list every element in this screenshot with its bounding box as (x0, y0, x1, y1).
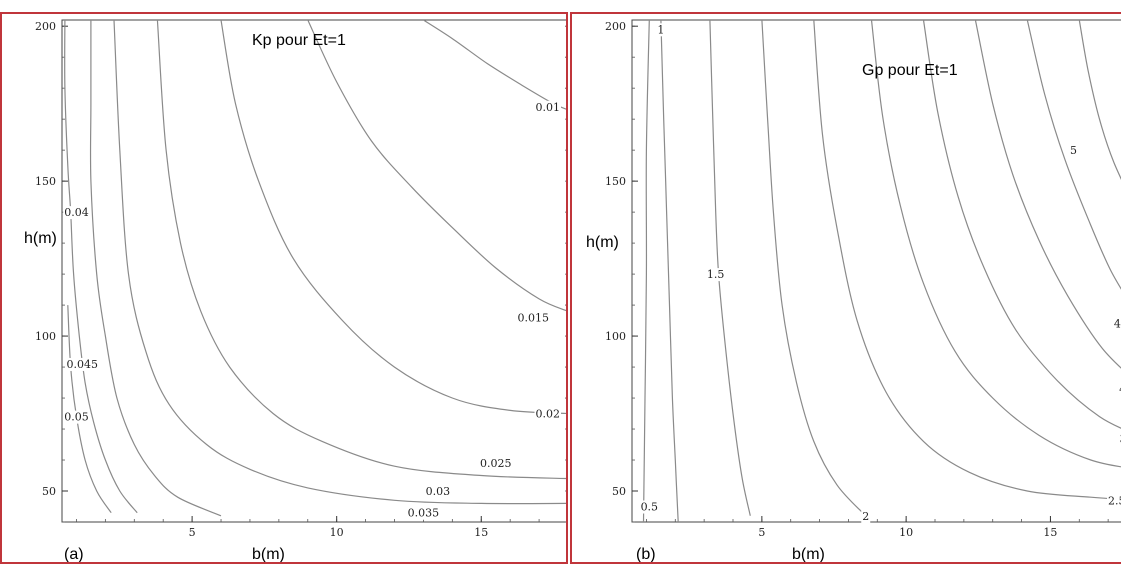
x-tick-label: 10 (899, 526, 913, 539)
contour-line (761, 20, 867, 517)
contour-label: 3.5 (1120, 432, 1121, 445)
contour-label-bg (861, 509, 871, 523)
contour-label-bg (63, 206, 90, 220)
contour-lines (642, 20, 1121, 522)
contour-label: 5 (1070, 144, 1077, 157)
contour-line (113, 20, 566, 505)
y-tick-label: 150 (605, 175, 626, 188)
plot-frame (61, 19, 566, 523)
contour-label-bg (534, 100, 562, 114)
panel-label: (a) (64, 546, 84, 563)
contour-label-bg (516, 311, 551, 325)
y-tick-label: 200 (605, 20, 626, 33)
contour-line (813, 20, 1121, 500)
contour-line (660, 20, 679, 522)
contour-label-bg (478, 457, 513, 471)
contour-label-bg (705, 268, 726, 282)
y-tick-label: 50 (612, 485, 626, 498)
contour-line (89, 20, 222, 517)
x-tick-label: 15 (474, 526, 488, 539)
y-tick-label: 150 (35, 175, 56, 188)
contour-label: 0.015 (518, 311, 550, 324)
plot-title: Kp pour Et=1 (252, 32, 346, 49)
contour-label-bg (406, 506, 441, 520)
contour-label: 0.03 (426, 485, 451, 498)
contour-line (1078, 20, 1121, 181)
plot-frame (631, 19, 1121, 523)
contour-label: 4 (1119, 383, 1121, 396)
contour-label-bg (1107, 494, 1121, 508)
contour-line (423, 20, 566, 110)
y-tick-label: 200 (35, 20, 56, 33)
contour-label: 0.01 (536, 101, 561, 114)
contour-line (974, 20, 1121, 369)
x-axis-label: b(m) (792, 546, 825, 563)
contour-line (220, 20, 566, 415)
contour-label: 2.5 (1108, 494, 1121, 507)
contour-line (156, 20, 566, 480)
contour-label-bg (534, 407, 562, 421)
contour-label: 4.5 (1114, 318, 1121, 331)
y-tick-label: 100 (35, 330, 56, 343)
contour-line (307, 20, 566, 312)
contour-label-bg (65, 357, 99, 371)
panel-label: (b) (636, 546, 656, 563)
y-axis-label: h(m) (586, 234, 619, 252)
contour-line (67, 305, 112, 514)
x-tick-label: 5 (189, 526, 196, 539)
y-axis-label: h(m) (24, 230, 57, 248)
contour-label: 0.045 (66, 358, 98, 371)
contour-label: 0.025 (480, 457, 512, 470)
contour-label-bg (424, 485, 452, 499)
x-tick-label: 10 (330, 526, 344, 539)
contour-label: 0.035 (408, 507, 440, 520)
contour-label-bg (1069, 144, 1079, 158)
contour-plot-kp: 5 10 15 50 100 150 200 0.05 0.045 0.04 0.035 0.03 0.… (35, 19, 566, 539)
x-tick-label: 5 (758, 526, 765, 539)
contour-label: 0.5 (641, 501, 659, 514)
contour-label: 1.5 (707, 268, 725, 281)
contour-line (870, 20, 1121, 468)
contour-label-bg (1118, 432, 1121, 446)
contour-label-bg (656, 23, 666, 37)
contour-line (642, 20, 650, 522)
panel-a: 5 10 15 50 100 150 200 0.05 0.045 0.04 0.035 0.03 0.… (0, 12, 568, 564)
contour-lines (64, 20, 566, 517)
contour-label-bg (63, 410, 90, 424)
contour-line (709, 20, 751, 516)
contour-label-bg (639, 500, 660, 514)
contour-label-bg (1112, 317, 1121, 331)
contour-label: 0.02 (536, 408, 561, 421)
y-tick-label: 50 (42, 485, 56, 498)
contour-line (64, 20, 138, 514)
contour-line (922, 20, 1121, 429)
plot-title: Gp pour Et=1 (862, 62, 958, 79)
x-tick-label: 15 (1043, 526, 1057, 539)
contour-label: 0.04 (64, 206, 89, 219)
contour-label-bg (1118, 382, 1121, 396)
y-tick-label: 100 (605, 330, 626, 343)
contour-label: 0.05 (64, 411, 89, 424)
contour-line (1026, 20, 1121, 290)
contour-label: 2 (862, 510, 869, 523)
x-axis-label: b(m) (252, 546, 285, 563)
contour-label: 1 (657, 23, 664, 36)
